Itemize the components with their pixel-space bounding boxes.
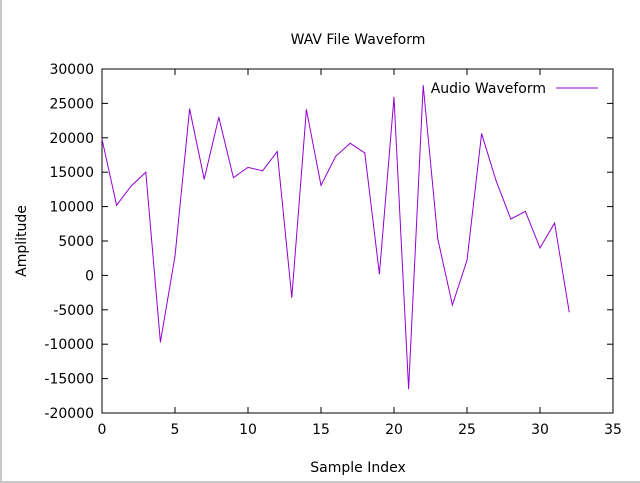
- x-tick-label: 20: [385, 422, 403, 438]
- data-point: [451, 304, 453, 306]
- data-point: [101, 138, 103, 140]
- x-axis-label: Sample Index: [310, 460, 405, 476]
- chart-title: WAV File Waveform: [291, 32, 426, 48]
- data-point: [539, 247, 541, 249]
- data-point: [335, 155, 337, 157]
- y-tick-label: -10000: [44, 337, 94, 353]
- axes: 0 5 10 15 20 25 30 35 -20000 -15000 -10000 -5000 0 50…: [44, 62, 622, 438]
- data-point: [408, 388, 410, 390]
- data-point: [524, 210, 526, 212]
- data-point: [481, 133, 483, 135]
- data-point: [568, 311, 570, 313]
- data-point: [203, 178, 205, 180]
- data-point: [232, 177, 234, 179]
- data-point: [189, 108, 191, 110]
- x-tick-label: 35: [604, 422, 622, 438]
- data-point: [247, 166, 249, 168]
- data-point: [378, 273, 380, 275]
- y-axis-label: Amplitude: [14, 205, 30, 277]
- x-tick-label: 15: [312, 422, 330, 438]
- y-tick-label: 10000: [49, 200, 94, 216]
- data-point: [174, 255, 176, 257]
- data-point: [218, 116, 220, 118]
- y-tick-label: 20000: [49, 131, 94, 147]
- data-point: [276, 151, 278, 153]
- data-point: [116, 204, 118, 206]
- y-tick-label: 15000: [49, 165, 94, 181]
- data-point: [349, 142, 351, 144]
- data-point: [159, 341, 161, 343]
- data-point: [364, 152, 366, 154]
- x-tick-label: 5: [171, 422, 180, 438]
- y-tick-label: -20000: [44, 406, 94, 422]
- y-tick-label: -15000: [44, 372, 94, 388]
- data-point: [145, 171, 147, 173]
- data-point: [262, 170, 264, 172]
- data-point: [291, 296, 293, 298]
- y-tick-label: 5000: [58, 234, 94, 250]
- y-tick-label: -5000: [53, 303, 94, 319]
- legend: Audio Waveform: [431, 81, 598, 97]
- data-point: [422, 85, 424, 87]
- legend-label-audio-waveform: Audio Waveform: [431, 81, 546, 97]
- data-point: [495, 180, 497, 182]
- data-point: [466, 259, 468, 261]
- x-tick-label: 30: [531, 422, 549, 438]
- data-point: [305, 109, 307, 111]
- series-layer: [101, 85, 570, 390]
- data-point: [554, 222, 556, 224]
- x-tick-label: 25: [458, 422, 476, 438]
- y-tick-label: 30000: [49, 62, 94, 78]
- y-tick-label: 0: [85, 268, 94, 284]
- x-tick-label: 10: [239, 422, 257, 438]
- data-point: [130, 185, 132, 187]
- x-tick-label: 0: [98, 422, 107, 438]
- plot-frame: [101, 68, 614, 414]
- window-left-border: [0, 0, 2, 483]
- data-point: [393, 96, 395, 98]
- window-bottom-border: [0, 481, 640, 483]
- data-point: [437, 238, 439, 240]
- data-point: [320, 184, 322, 186]
- series-line-audio-waveform: [101, 85, 570, 389]
- data-point: [510, 218, 512, 220]
- y-tick-label: 25000: [49, 96, 94, 112]
